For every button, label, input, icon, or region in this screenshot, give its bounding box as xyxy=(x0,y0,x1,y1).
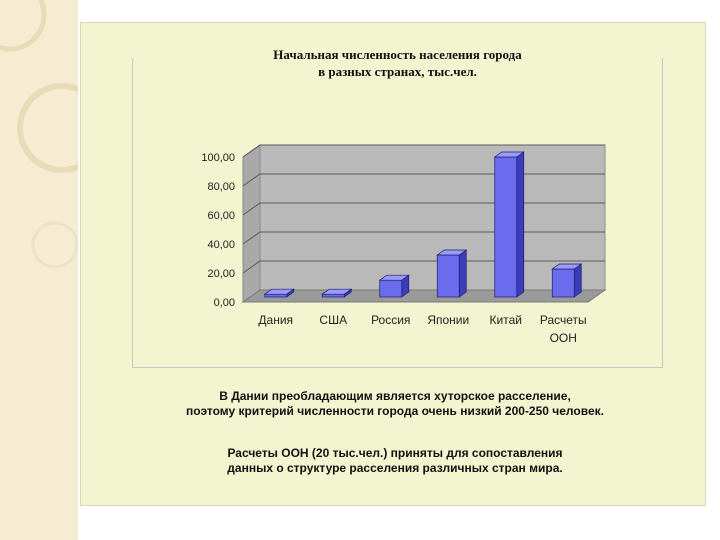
bar-top xyxy=(436,249,468,256)
y-tick-label: 40,00 xyxy=(207,239,235,251)
caption-line: поэтому критерий численности города очен… xyxy=(186,404,604,418)
bar-top xyxy=(551,263,583,270)
bar-top xyxy=(493,151,525,158)
y-tick-label: 60,00 xyxy=(207,210,235,222)
bar-side xyxy=(458,249,467,298)
decorative-circles xyxy=(0,0,78,269)
bar-side xyxy=(573,263,582,298)
bar xyxy=(264,293,288,298)
bar xyxy=(494,156,518,298)
y-gridline xyxy=(242,202,605,216)
bar-top xyxy=(378,274,410,281)
y-gridline xyxy=(242,260,605,274)
caption-un-note: Расчеты ООН (20 тыс.чел.) приняты для со… xyxy=(110,446,680,476)
chart-title: Начальная численность населения города в… xyxy=(132,46,663,80)
y-gridline xyxy=(242,231,605,245)
y-tick-label: 20,00 xyxy=(207,268,235,280)
x-tick-label: Расчеты xyxy=(540,313,587,327)
x-tick-label: Японии xyxy=(427,313,469,327)
chart-side-wall xyxy=(242,144,261,303)
x-tick-label: Китай xyxy=(490,313,522,327)
caption-line: Расчеты ООН (20 тыс.чел.) приняты для со… xyxy=(227,446,563,460)
x-tick-label: ООН xyxy=(550,331,577,345)
bar xyxy=(379,279,403,298)
caption-denmark-note: В Дании преобладающим является хуторское… xyxy=(110,389,680,419)
decorative-side-strip xyxy=(0,0,78,540)
chart-title-line-1: Начальная численность населения города xyxy=(273,47,522,62)
x-tick-label: Дания xyxy=(258,313,293,327)
x-tick-label: США xyxy=(319,313,347,327)
chart-frame xyxy=(132,58,663,368)
bar-top xyxy=(263,288,295,295)
bar xyxy=(551,268,575,298)
chart-title-line-2: в разных странах, тыс.чел. xyxy=(318,64,477,79)
y-tick-label: 0,00 xyxy=(214,297,235,309)
caption-line: данных о структуре расселения различных … xyxy=(227,461,563,475)
bar xyxy=(321,293,345,298)
y-gridline xyxy=(242,173,605,187)
x-tick-label: Россия xyxy=(371,313,410,327)
y-tick-label: 100,00 xyxy=(201,152,235,164)
chart-floor xyxy=(241,289,607,303)
y-tick-label: 80,00 xyxy=(207,181,235,193)
bar-side xyxy=(516,151,525,298)
bar-top xyxy=(321,288,353,295)
bar xyxy=(436,254,460,298)
caption-line: В Дании преобладающим является хуторское… xyxy=(219,389,571,403)
y-gridline xyxy=(242,144,605,158)
